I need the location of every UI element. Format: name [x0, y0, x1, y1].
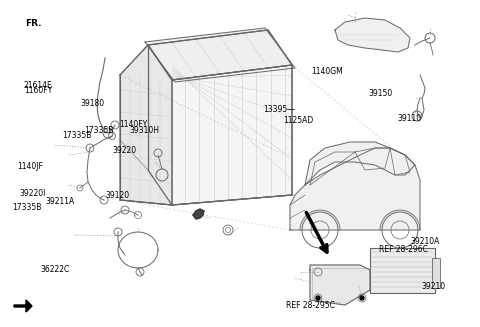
Text: 17335B: 17335B [62, 131, 92, 140]
Text: 39110: 39110 [397, 114, 421, 123]
Text: 39120: 39120 [106, 191, 130, 200]
Text: 1125AD: 1125AD [283, 116, 313, 125]
Polygon shape [310, 265, 370, 305]
Polygon shape [145, 28, 295, 82]
Text: 39310H: 39310H [130, 126, 159, 135]
Text: 39210: 39210 [421, 282, 445, 291]
Text: FR.: FR. [25, 19, 41, 28]
Polygon shape [335, 18, 410, 52]
FancyBboxPatch shape [370, 248, 435, 293]
Text: 39150: 39150 [369, 89, 393, 98]
Polygon shape [148, 30, 292, 80]
Text: 17335B: 17335B [12, 203, 41, 212]
FancyBboxPatch shape [432, 258, 440, 288]
Text: REF 28-296C: REF 28-296C [379, 245, 428, 254]
Circle shape [360, 296, 364, 300]
Text: 36222C: 36222C [41, 265, 70, 274]
Text: 39220I: 39220I [19, 189, 46, 198]
Polygon shape [120, 45, 172, 205]
Text: 1140FY: 1140FY [119, 120, 147, 129]
Polygon shape [172, 65, 292, 205]
Text: 39210A: 39210A [410, 237, 440, 246]
Circle shape [316, 296, 320, 300]
Text: REF 28-295C: REF 28-295C [286, 301, 335, 310]
Polygon shape [305, 142, 415, 185]
Text: 1160FY: 1160FY [24, 86, 52, 95]
Text: 1140JF: 1140JF [17, 162, 43, 171]
Text: 39220: 39220 [113, 146, 137, 155]
Text: 13395―: 13395― [263, 105, 295, 114]
Text: 1140GM: 1140GM [311, 67, 343, 76]
Text: 39211A: 39211A [46, 197, 75, 206]
Text: 39180: 39180 [81, 98, 105, 108]
Text: 21614E: 21614E [24, 80, 53, 90]
Polygon shape [290, 148, 420, 230]
Polygon shape [193, 209, 204, 219]
Text: 17335B: 17335B [84, 126, 113, 135]
Polygon shape [14, 300, 32, 312]
